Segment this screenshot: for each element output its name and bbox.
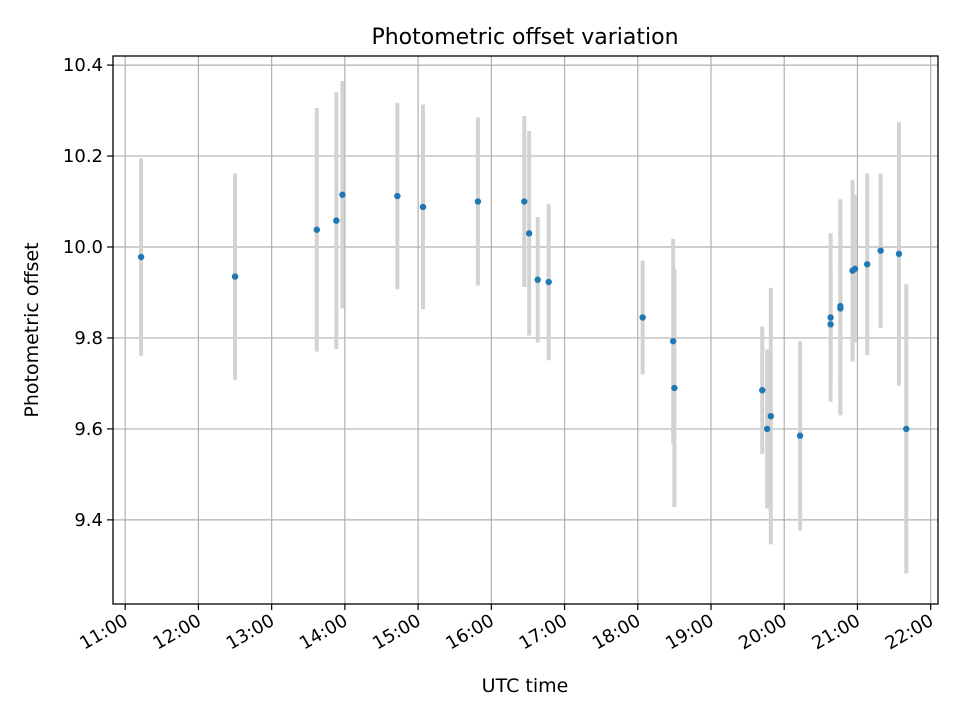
data-point bbox=[137, 253, 145, 261]
y-tick-label: 10.0 bbox=[63, 237, 103, 258]
data-point bbox=[639, 314, 646, 321]
y-tick-label: 9.6 bbox=[74, 419, 103, 440]
data-point bbox=[796, 432, 804, 439]
data-points bbox=[137, 191, 910, 439]
data-point bbox=[671, 384, 678, 392]
data-point bbox=[313, 226, 321, 233]
data-point bbox=[669, 337, 677, 345]
data-point bbox=[545, 278, 552, 286]
y-tick-label: 9.4 bbox=[74, 510, 103, 531]
data-point bbox=[521, 198, 528, 205]
data-point bbox=[763, 425, 771, 433]
data-point bbox=[231, 273, 239, 280]
data-point bbox=[339, 191, 346, 198]
y-tick-label: 10.4 bbox=[63, 55, 103, 76]
plot-area-frame bbox=[112, 55, 939, 605]
data-point bbox=[864, 261, 871, 268]
y-axis: 9.4 9.6 9.8 10.0 10.2 10.4 bbox=[63, 55, 113, 531]
data-point bbox=[903, 425, 910, 433]
data-point bbox=[877, 247, 884, 254]
data-point bbox=[895, 250, 903, 258]
data-point bbox=[333, 217, 340, 224]
data-point bbox=[419, 203, 427, 211]
y-tick-label: 9.8 bbox=[74, 328, 103, 349]
data-point bbox=[827, 321, 834, 328]
data-point bbox=[525, 230, 533, 237]
y-tick-label: 10.2 bbox=[63, 146, 103, 167]
data-point bbox=[837, 302, 844, 310]
data-point bbox=[534, 276, 541, 283]
x-axis-label: UTC time bbox=[482, 675, 569, 697]
data-point bbox=[474, 198, 482, 205]
data-point bbox=[827, 314, 834, 321]
chart-title: Photometric offset variation bbox=[371, 25, 678, 50]
data-point bbox=[767, 412, 775, 420]
y-axis-label: Photometric offset bbox=[21, 242, 43, 417]
data-point bbox=[759, 387, 766, 394]
data-point bbox=[394, 192, 401, 200]
data-point bbox=[851, 265, 859, 273]
